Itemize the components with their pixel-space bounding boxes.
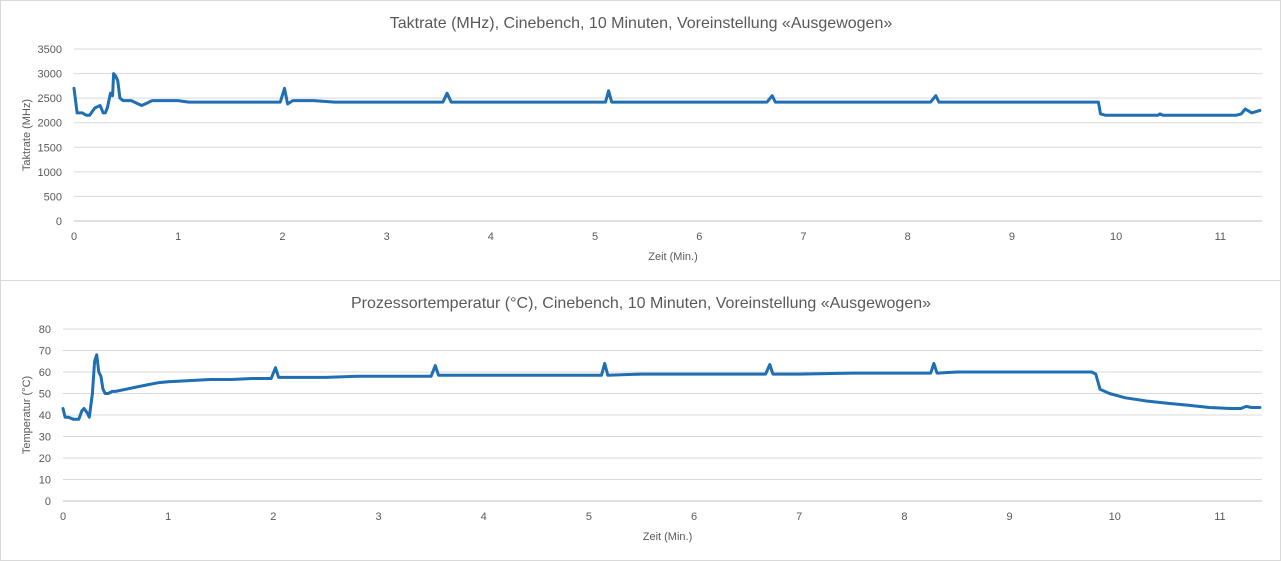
clock-rate-chart: Taktrate (MHz), Cinebench, 10 Minuten, V… bbox=[0, 0, 1281, 281]
temp-y-tick-label: 80 bbox=[39, 324, 51, 336]
clock-x-tick-label: 5 bbox=[592, 231, 598, 243]
clock-x-tick-label: 1 bbox=[175, 231, 181, 243]
temp-x-tick-label: 10 bbox=[1109, 511, 1121, 523]
clock-x-tick-label: 8 bbox=[905, 231, 911, 243]
temp-x-tick-label: 0 bbox=[60, 511, 66, 523]
temp-x-axis-label: Zeit (Min.) bbox=[643, 531, 693, 543]
temp-x-tick-label: 8 bbox=[901, 511, 907, 523]
clock-chart-title: Taktrate (MHz), Cinebench, 10 Minuten, V… bbox=[390, 15, 893, 32]
clock-x-tick-label: 11 bbox=[1215, 231, 1226, 243]
temp-x-tick-label: 4 bbox=[481, 511, 487, 523]
temp-x-tick-label: 6 bbox=[691, 511, 697, 523]
temp-y-tick-label: 0 bbox=[45, 496, 51, 508]
temp-x-tick-label: 9 bbox=[1007, 511, 1013, 523]
clock-x-tick-label: 6 bbox=[696, 231, 702, 243]
cpu-temperature-chart-svg: Prozessortemperatur (°C), Cinebench, 10 … bbox=[21, 295, 1262, 543]
clock-x-tick-label: 9 bbox=[1009, 231, 1015, 243]
temp-y-tick-label: 50 bbox=[39, 389, 51, 401]
clock-x-tick-label: 4 bbox=[488, 231, 494, 243]
clock-y-tick-label: 1000 bbox=[38, 167, 62, 179]
clock-series-line bbox=[72, 72, 1262, 117]
clock-x-axis-label: Zeit (Min.) bbox=[648, 251, 698, 263]
clock-rate-chart-svg: Taktrate (MHz), Cinebench, 10 Minuten, V… bbox=[21, 15, 1262, 263]
temp-y-tick-label: 60 bbox=[39, 367, 51, 379]
clock-x-tick-label: 0 bbox=[71, 231, 77, 243]
temp-x-tick-label: 7 bbox=[796, 511, 802, 523]
clock-y-tick-label: 2500 bbox=[38, 93, 62, 105]
clock-y-tick-label: 3000 bbox=[38, 69, 62, 81]
temp-y-tick-label: 10 bbox=[39, 475, 51, 487]
temp-x-tick-label: 11 bbox=[1214, 511, 1225, 523]
clock-y-axis-label: Taktrate (MHz) bbox=[21, 99, 33, 171]
clock-y-tick-label: 500 bbox=[44, 191, 62, 203]
temp-chart-title: Prozessortemperatur (°C), Cinebench, 10 … bbox=[351, 295, 931, 312]
temp-y-tick-label: 20 bbox=[39, 453, 51, 465]
temp-y-tick-label: 40 bbox=[39, 410, 51, 422]
temp-y-axis-label: Temperatur (°C) bbox=[21, 376, 33, 454]
clock-x-tick-label: 7 bbox=[800, 231, 806, 243]
temp-x-tick-label: 5 bbox=[586, 511, 592, 523]
clock-x-tick-label: 2 bbox=[279, 231, 285, 243]
clock-y-tick-label: 1500 bbox=[38, 142, 62, 154]
clock-x-tick-label: 3 bbox=[384, 231, 390, 243]
temp-y-tick-label: 70 bbox=[39, 346, 51, 358]
clock-x-tick-label: 10 bbox=[1110, 231, 1122, 243]
temp-y-tick-label: 30 bbox=[39, 432, 51, 444]
temp-x-tick-label: 1 bbox=[165, 511, 171, 523]
temp-x-tick-label: 3 bbox=[375, 511, 381, 523]
temp-x-tick-label: 2 bbox=[270, 511, 276, 523]
clock-y-tick-label: 2000 bbox=[38, 118, 62, 130]
cpu-temperature-chart: Prozessortemperatur (°C), Cinebench, 10 … bbox=[0, 280, 1281, 561]
clock-y-tick-label: 3500 bbox=[38, 44, 62, 56]
temp-series-line bbox=[61, 353, 1262, 421]
clock-y-tick-label: 0 bbox=[56, 216, 62, 228]
